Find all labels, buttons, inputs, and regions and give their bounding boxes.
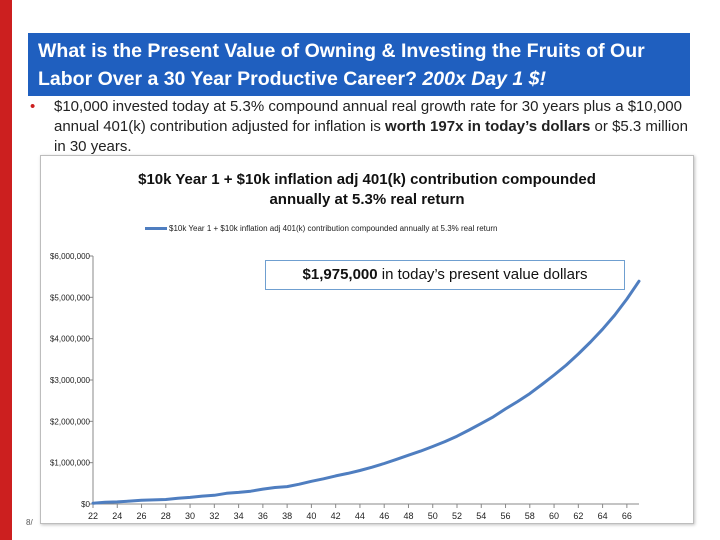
- x-tick-label: 42: [331, 511, 341, 521]
- data-point: [128, 500, 131, 502]
- data-point: [444, 440, 446, 443]
- x-tick-label: 60: [549, 511, 559, 521]
- data-point: [407, 454, 410, 457]
- data-point: [553, 374, 555, 376]
- data-point: [626, 298, 628, 300]
- data-point: [456, 435, 458, 438]
- data-point: [492, 415, 495, 418]
- slide-title: What is the Present Value of Owning & In…: [28, 33, 690, 96]
- x-tick-label: 32: [209, 511, 219, 521]
- annotation-value: $1,975,000: [302, 266, 378, 283]
- data-point: [541, 383, 543, 386]
- annotation-box: $1,975,000 in today’s present value doll…: [265, 260, 625, 290]
- data-point: [116, 501, 119, 503]
- data-point: [334, 475, 337, 477]
- bullet-point: • $10,000 invested today at 5.3% compoun…: [30, 97, 690, 157]
- data-point: [638, 280, 640, 283]
- data-point: [92, 502, 94, 504]
- data-point: [262, 488, 264, 490]
- data-point: [104, 501, 106, 504]
- data-point: [274, 486, 276, 489]
- data-point: [371, 466, 373, 469]
- data-point: [347, 472, 349, 475]
- y-tick-label: $3,000,000: [50, 376, 91, 385]
- data-point: [225, 492, 228, 495]
- bullet-text-part2: or $5.3 million in 30 years.: [54, 118, 688, 155]
- slide-title-emphasis: 200x Day 1 $!: [422, 68, 547, 90]
- chart-plot-area: $0 $1,000,000 $2,000,000 $3,000,000 $4,000,0…: [50, 252, 641, 521]
- x-tick-label: 56: [501, 511, 511, 521]
- data-point: [577, 353, 580, 355]
- data-point: [140, 499, 143, 502]
- x-tick-label: 26: [137, 511, 147, 521]
- data-point: [359, 469, 361, 472]
- chart-title-line1: $10k Year 1 + $10k inflation adj 401(k) …: [138, 171, 596, 188]
- x-tick-label: 44: [355, 511, 365, 521]
- x-tick-label: 66: [622, 511, 632, 521]
- chart-title-line2: annually at 5.3% real return: [269, 191, 465, 208]
- x-tick-label: 46: [379, 511, 389, 521]
- x-tick-label: 24: [112, 511, 122, 521]
- data-point: [529, 392, 531, 395]
- x-tick-label: 28: [161, 511, 171, 521]
- y-tick-label: $1,000,000: [50, 459, 91, 468]
- bullet-text-part1: $10,000 invested today at 5.3% compound …: [54, 98, 682, 135]
- x-tick-label: 62: [573, 511, 583, 521]
- series-line: [91, 279, 641, 505]
- y-tick-label: $5,000,000: [50, 293, 91, 302]
- x-tick-label: 48: [403, 511, 413, 521]
- data-point: [395, 458, 398, 461]
- chart-container: $10k Year 1 + $10k inflation adj 401(k) …: [40, 155, 694, 524]
- y-tick-label: $6,000,000: [50, 252, 91, 261]
- chart-legend: $10k Year 1 + $10k inflation adj 401(k) …: [145, 224, 497, 233]
- bullet-dot-icon: •: [30, 98, 36, 115]
- data-point: [298, 483, 301, 485]
- data-point: [468, 429, 470, 431]
- data-point: [589, 341, 592, 343]
- data-point: [431, 445, 434, 448]
- x-tick-label: 58: [525, 511, 535, 521]
- data-point: [504, 408, 507, 410]
- annotation-text: in today’s present value dollars: [377, 266, 588, 283]
- y-tick-label: $0: [81, 500, 90, 509]
- data-point: [249, 490, 252, 492]
- x-tick-label: 30: [185, 511, 195, 521]
- data-point: [310, 480, 313, 483]
- data-point: [613, 314, 616, 316]
- y-tick-label: $2,000,000: [50, 417, 91, 426]
- x-tick-label: 36: [258, 511, 268, 521]
- bullet-text-bold: worth 197x in today’s dollars: [385, 118, 591, 135]
- data-point: [601, 328, 604, 330]
- bullet-text: $10,000 invested today at 5.3% compound …: [54, 97, 690, 157]
- data-point: [480, 422, 483, 425]
- data-point: [237, 491, 240, 494]
- x-tick-label: 34: [234, 511, 244, 521]
- data-point: [189, 496, 191, 499]
- data-point: [516, 400, 519, 403]
- legend-swatch: [145, 227, 167, 230]
- accent-bar: [0, 0, 12, 540]
- legend-label: $10k Year 1 + $10k inflation adj 401(k) …: [169, 224, 498, 233]
- slide-title-main: What is the Present Value of Owning & In…: [38, 40, 645, 90]
- x-tick-label: 54: [476, 511, 486, 521]
- x-tick-label: 38: [282, 511, 292, 521]
- x-tick-label: 50: [428, 511, 438, 521]
- data-point: [165, 498, 167, 501]
- data-point: [286, 485, 288, 488]
- data-point: [419, 450, 422, 452]
- x-tick-label: 52: [452, 511, 462, 521]
- data-point: [383, 462, 386, 465]
- chart-title: $10k Year 1 + $10k inflation adj 401(k) …: [41, 170, 693, 210]
- y-tick-label: $4,000,000: [50, 335, 91, 344]
- x-tick-label: 40: [306, 511, 316, 521]
- data-point: [152, 499, 155, 501]
- x-tick-label: 64: [598, 511, 608, 521]
- data-point: [565, 364, 567, 366]
- data-point: [213, 494, 216, 497]
- data-point: [322, 477, 325, 480]
- x-tick-label: 22: [88, 511, 98, 521]
- slide-footer: 8/: [26, 518, 33, 527]
- data-point: [201, 495, 203, 497]
- data-point: [177, 497, 179, 500]
